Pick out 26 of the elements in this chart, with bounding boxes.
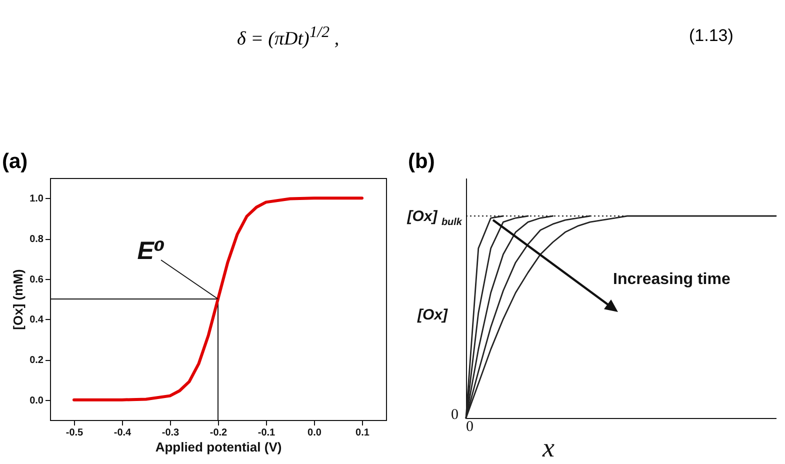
y-tick-label: 0.6 [30, 274, 44, 286]
x-tick-label: -0.1 [258, 428, 276, 438]
annotation: E⁰ [137, 237, 165, 265]
y-tick-label: 1.0 [30, 194, 44, 205]
chart-title: (b) [408, 150, 435, 173]
x-tick-label: 0.0 [308, 428, 322, 438]
text: 0 [466, 419, 474, 435]
x-axis-title: x [542, 432, 555, 462]
text: δ = (πDt)$^{1/2}$ , [237, 24, 340, 50]
text: 0 [451, 407, 458, 423]
text: (1.13) [689, 26, 734, 46]
ref-line-label: [Ox]bulk [406, 208, 462, 228]
y-axis-title: [Ox] [416, 306, 449, 324]
x-tick-label: -0.3 [162, 428, 180, 438]
y-tick-label: 0.8 [30, 234, 44, 245]
chart-title: (a) [2, 150, 28, 173]
x-tick-label: 0.1 [356, 428, 370, 438]
y-tick-label: 0.2 [30, 355, 44, 366]
annotation: Increasing time [613, 271, 730, 289]
y-axis-title: [Ox] (mM) [10, 269, 26, 330]
x-tick-label: -0.5 [66, 428, 84, 438]
x-tick-label: -0.4 [114, 428, 132, 438]
y-tick-label: 0.0 [30, 395, 44, 406]
x-axis-title: Applied potential (V) [155, 440, 282, 454]
y-tick-label: 0.4 [30, 314, 44, 326]
x-tick-label: -0.2 [210, 428, 228, 438]
